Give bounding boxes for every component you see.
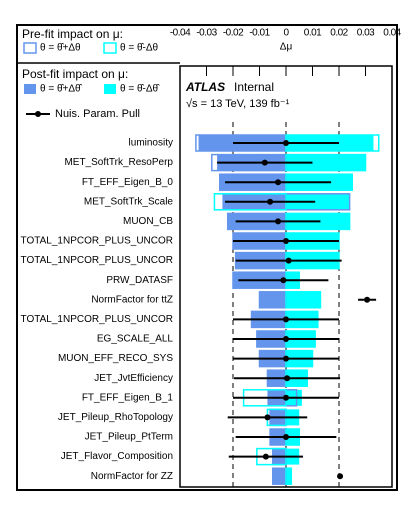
legend-title: Pre-fit impact on μ: (22, 27, 123, 41)
pull-point (261, 159, 268, 166)
pull-point (275, 179, 282, 186)
x-tick-label: 0.03 (357, 28, 375, 39)
category-label: MET_SoftTrk_ResoPerp (64, 157, 173, 168)
legend-swatch (23, 42, 37, 54)
legend-label: θ = θ̂+Δθ (40, 42, 81, 54)
x-tick-label: -0.03 (196, 28, 217, 39)
category-label: FT_EFF_Eigen_B_0 (82, 177, 174, 188)
x-tick-label: 0.01 (304, 28, 322, 39)
postfit-impact-bar (286, 193, 350, 210)
x-tick-label: 0 (283, 28, 289, 39)
x-tick-label: -0.01 (249, 28, 270, 39)
outer-frame (16, 24, 398, 491)
legend-swatch (104, 84, 116, 94)
category-label: JET_JvtEfficiency (94, 373, 173, 384)
postfit-impact-bar (272, 468, 286, 485)
pull-point (275, 218, 282, 225)
pull-point (285, 257, 292, 264)
category-label: TOTAL_1NPCOR_PLUS_UNCOR (21, 236, 173, 247)
pull-point (283, 355, 289, 362)
legend-title: Post-fit impact on μ: (22, 67, 128, 81)
category-label: TOTAL_1NPCOR_PLUS_UNCOR (21, 314, 173, 325)
pull-point (267, 198, 274, 205)
status-label: Internal (234, 80, 274, 94)
legend-swatch (103, 42, 117, 54)
prefit-impact-bar (285, 467, 293, 485)
category-label: PRW_DATASF (106, 275, 173, 286)
category-label: NormFactor for ZZ (91, 471, 173, 482)
pull-point (262, 453, 269, 460)
category-label: JET_Pileup_RhoTopology (58, 412, 173, 423)
pull-point (283, 316, 289, 323)
postfit-impact-bar (286, 468, 292, 485)
x-tick-label: 0.02 (330, 28, 348, 39)
legend-label: θ = θ̂-Δθ̂ (120, 83, 160, 95)
experiment-label: ATLAS (185, 80, 225, 94)
prefit-impact-bar (285, 291, 322, 309)
pull-point (280, 277, 287, 284)
x-axis-label: Δμ (280, 42, 293, 53)
x-tick-label: -0.02 (223, 28, 244, 39)
category-label: luminosity (129, 138, 173, 149)
pull-point (264, 414, 271, 421)
pull-point (284, 375, 291, 382)
legend-label: Nuis. Param. Pull (55, 108, 140, 120)
pull-point (283, 140, 289, 146)
postfit-impact-bar (286, 291, 321, 308)
x-tick-label: 0.04 (383, 28, 401, 39)
legend-label: θ = θ̂+Δθ̂ (40, 83, 83, 95)
category-label: EG_SCALE_ALL (97, 334, 174, 345)
pull-point (364, 296, 371, 303)
x-tick-label: -0.04 (170, 28, 191, 39)
legend-label: θ = θ̂-Δθ (120, 42, 159, 54)
category-label: MUON_EFF_RECO_SYS (58, 353, 173, 364)
category-label: FT_EFF_Eigen_B_1 (82, 392, 174, 403)
pull-point (283, 336, 289, 342)
legend-swatch (24, 84, 36, 94)
category-label: NormFactor for ttZ (91, 294, 173, 305)
category-label: TOTAL_1NPCOR_PLUS_UNCOR (21, 255, 173, 266)
category-label: MUON_CB (123, 216, 173, 227)
category-label: JET_Pileup_PtTerm (85, 432, 173, 443)
legend-swatch (35, 111, 41, 117)
pull-point (283, 434, 289, 440)
pull-point (283, 394, 289, 401)
pull-point (337, 473, 344, 480)
category-label: MET_SoftTrk_Scale (84, 196, 174, 207)
postfit-impact-bar (259, 291, 286, 308)
category-label: JET_Flavor_Composition (61, 451, 173, 462)
pull-point (283, 238, 289, 244)
energy-label: √s = 13 TeV, 139 fb⁻¹ (186, 98, 290, 110)
postfit-impact-bar (286, 154, 366, 171)
